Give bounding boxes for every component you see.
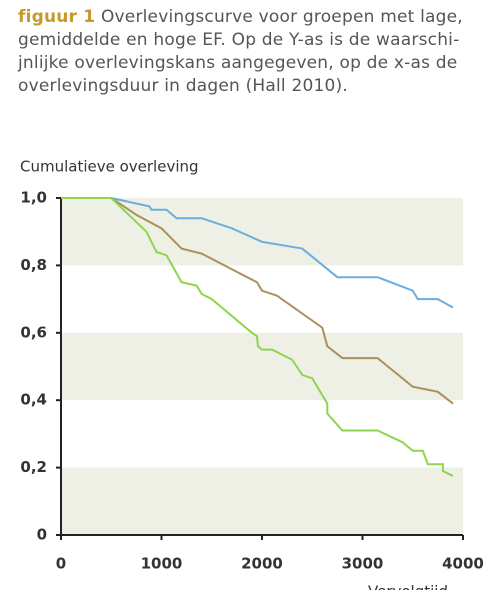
x-tick-label: 4000 <box>442 555 484 573</box>
caption-label: figuur 1 <box>18 7 96 27</box>
x-tick-label: 3000 <box>342 555 384 573</box>
survival-line <box>61 197 454 477</box>
x-tick-label: 1000 <box>141 555 183 573</box>
x-tick-label: 0 <box>56 555 66 573</box>
background-band <box>61 332 463 401</box>
caption-text: overlevingsduur in dagen (Hall 2010). <box>18 76 348 96</box>
caption-line: jnlijke overlevingskans aangegeven, op d… <box>18 52 463 75</box>
y-tick-label: 0,4 <box>20 391 47 409</box>
y-tick-label: 0 <box>37 526 47 544</box>
y-tick-label: 0,8 <box>20 256 47 274</box>
survival-line <box>61 197 454 309</box>
y-tick-label: 1,0 <box>20 189 47 207</box>
caption-text: gemiddelde en hoge EF. Op de Y-as is de … <box>18 30 460 50</box>
caption-line: gemiddelde en hoge EF. Op de Y-as is de … <box>18 29 463 52</box>
caption-text: Overlevingscurve voor groepen met lage, <box>100 7 463 27</box>
y-axis-label: Cumulatieve overleving <box>20 158 199 176</box>
y-tick-label: 0,6 <box>20 323 47 341</box>
caption-line: overlevingsduur in dagen (Hall 2010). <box>18 75 463 98</box>
caption: figuur 1 Overlevingscurve voor groepen m… <box>18 6 463 98</box>
background-band <box>61 467 463 535</box>
y-tick-label: 0,2 <box>20 458 47 476</box>
x-tick-label: 2000 <box>241 555 283 573</box>
survival-line <box>61 197 454 405</box>
caption-text: jnlijke overlevingskans aangegeven, op d… <box>18 53 458 73</box>
caption-line: figuur 1 Overlevingscurve voor groepen m… <box>18 6 463 29</box>
x-axis-label: Vervolgtijd <box>368 583 448 590</box>
